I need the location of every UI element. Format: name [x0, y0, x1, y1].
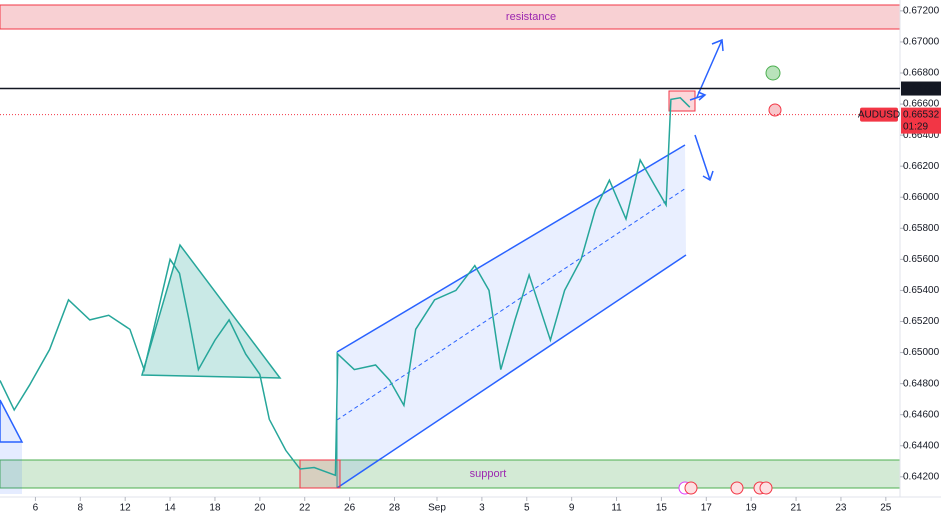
x-tick-label: 20: [254, 503, 266, 514]
red-circle: [768, 103, 782, 117]
top-box: [668, 90, 696, 112]
support-label: support: [470, 468, 507, 480]
triangle: [141, 243, 282, 379]
y-tick-label: 0.66000: [903, 192, 940, 203]
x-tick-label: 6: [33, 503, 39, 514]
price-label: 0.66532: [903, 109, 940, 120]
arrows: [689, 38, 724, 182]
x-tick-label: 14: [165, 503, 177, 514]
level-tag: [901, 81, 941, 96]
x-tick-label: 17: [701, 503, 713, 514]
symbol-label: AUDUSD: [858, 109, 900, 120]
level-label: 0.66700: [903, 83, 940, 94]
x-tick-label: 21: [791, 503, 803, 514]
arrow-down: [694, 134, 714, 182]
x-tick-label: 9: [569, 503, 575, 514]
event-icon: [759, 481, 773, 495]
event-icon: [730, 481, 744, 495]
x-tick-label: Sep: [428, 503, 446, 514]
y-tick-label: 0.66800: [903, 68, 940, 79]
y-tick-label: 0.65000: [903, 347, 940, 358]
left-pattern: [0, 399, 24, 443]
x-tick-label: 23: [835, 503, 847, 514]
x-tick-label: 11: [611, 503, 622, 514]
event-icon: [684, 481, 698, 495]
y-tick-label: 0.65800: [903, 223, 940, 234]
channel-fill: [337, 145, 686, 488]
countdown-label: 01:29: [903, 121, 928, 132]
y-tick-label: 0.64200: [903, 471, 940, 482]
y-tick-label: 0.65400: [903, 285, 940, 296]
x-tick-label: 25: [880, 503, 892, 514]
y-tick-label: 0.64800: [903, 378, 940, 389]
x-tick-label: 8: [78, 503, 84, 514]
y-tick-label: 0.66600: [903, 99, 940, 110]
y-tick-label: 0.65600: [903, 254, 940, 265]
resistance-label: resistance: [506, 11, 556, 23]
resistance-zone: [0, 4, 901, 30]
x-tick-label: 5: [524, 503, 530, 514]
y-tick-label: 0.67200: [903, 6, 940, 17]
symbol-tag: [860, 107, 898, 122]
x-tick-label: 18: [209, 503, 221, 514]
x-tick-label: 28: [389, 503, 401, 514]
event-icons: [678, 481, 773, 495]
x-tick-label: 12: [120, 503, 132, 514]
x-tick-label: 22: [299, 503, 311, 514]
x-tick-label: 19: [746, 503, 758, 514]
y-tick-label: 0.64600: [903, 409, 940, 420]
arrow-small: [689, 91, 707, 101]
price-line: [0, 96, 691, 477]
y-tick-label: 0.66400: [903, 130, 940, 141]
x-tick-label: 3: [479, 503, 485, 514]
x-tick-label: 15: [656, 503, 668, 514]
x-tick-label: 26: [344, 503, 356, 514]
channel-lower: [336, 254, 687, 489]
price-tag: [901, 107, 941, 134]
left-pattern-fill: [0, 442, 22, 494]
green-circle: [765, 65, 781, 81]
y-tick-label: 0.67000: [903, 37, 940, 48]
channel-upper: [336, 144, 686, 353]
arrow-up: [696, 38, 724, 98]
y-tick-label: 0.64400: [903, 440, 940, 451]
y-tick-label: 0.66200: [903, 161, 940, 172]
y-tick-label: 0.65200: [903, 316, 940, 327]
